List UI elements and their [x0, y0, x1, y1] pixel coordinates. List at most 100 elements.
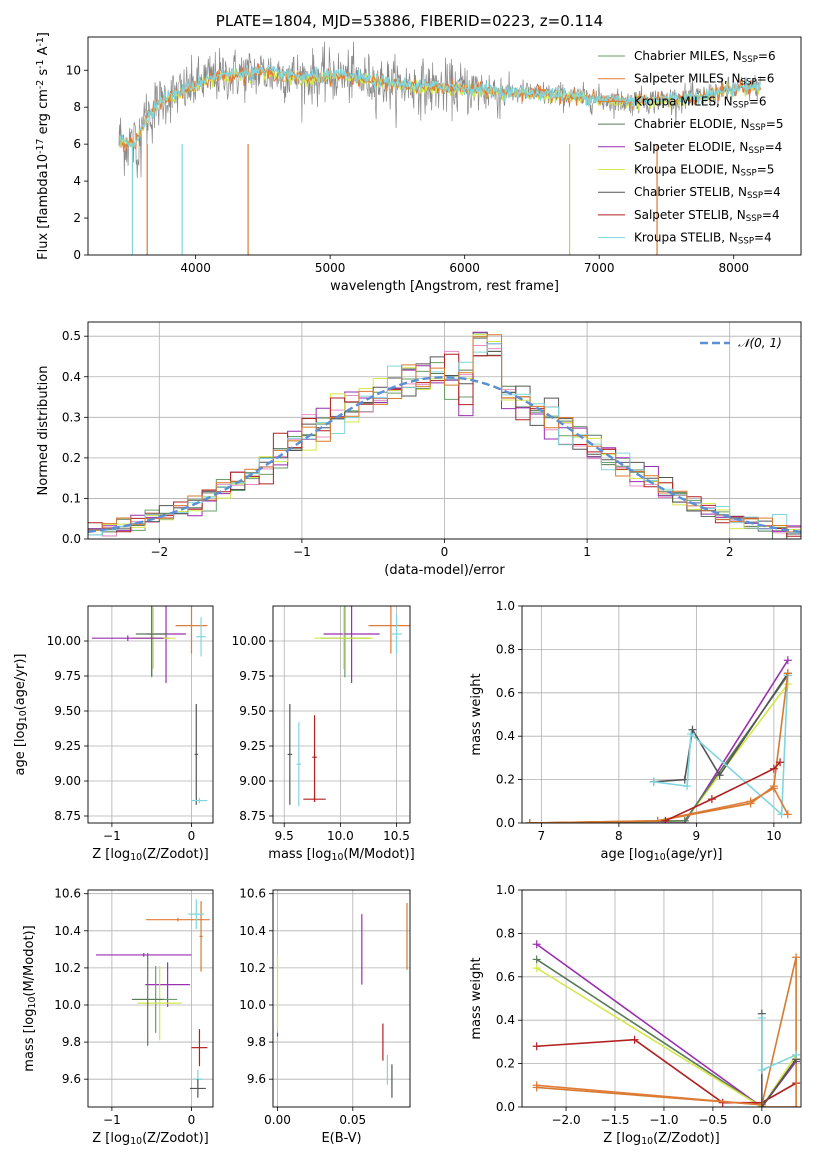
y-tick-label: 9.8 — [62, 1035, 81, 1049]
errorbar-point — [194, 704, 198, 805]
weight-marker — [757, 1066, 766, 1075]
axes-frame — [87, 321, 802, 540]
plot-area — [276, 902, 408, 1098]
errorbar-point — [91, 635, 164, 641]
x-axis-label: E(B-V) — [321, 1131, 361, 1146]
weight-vs-age-axes: 7 8 9 10 0.0 0.2 0.4 0.6 0.8 1.0 age [log10(age/yr… — [469, 599, 802, 863]
errorbar-point — [196, 617, 206, 657]
legend-label: Kroupa MILES, NSSP=6 — [634, 94, 767, 110]
weight-series-line — [536, 943, 797, 1107]
weight-series-line — [536, 1038, 797, 1104]
y-tick-label: 0.4 — [496, 729, 515, 743]
errorbar-point — [188, 899, 205, 929]
y-tick-label: 0.6 — [496, 686, 515, 700]
legend-label: Chabrier ELODIE, NSSP=5 — [634, 117, 783, 133]
axes-frame — [272, 889, 411, 1108]
errorbar-point — [323, 606, 380, 683]
model-spectrum-kroupa-stelib — [118, 64, 762, 148]
weight-series-line — [536, 958, 797, 1107]
weight-marker — [630, 1035, 639, 1044]
y-tick-label: 0.8 — [496, 642, 515, 656]
weight-marker — [532, 940, 541, 949]
y-tick-label: 9.25 — [54, 739, 81, 753]
weight-marker — [532, 1081, 541, 1090]
y-tick-label: 6 — [73, 137, 81, 151]
y-tick-label: 8.75 — [54, 809, 81, 823]
errorbar-point — [131, 953, 164, 1046]
y-tick-label: 9.00 — [54, 774, 81, 788]
x-tick-label: 0.05 — [339, 1113, 366, 1127]
age-vs-Z-axes: −1 0 8.75 9.00 9.25 9.50 9.75 10.00 Z [log10(Z/Z… — [13, 605, 214, 863]
y-tick-label: 10.6 — [54, 887, 81, 901]
errorbar-point — [145, 962, 190, 1007]
mass-vs-Z-axes: −1 0 9.6 9.8 10.0 10.2 10.4 10.6 Z [log10(Z/Zodo… — [22, 887, 214, 1147]
y-tick-label: 1.0 — [496, 599, 515, 613]
y-tick-label: 10.00 — [47, 634, 81, 648]
y-axis-label: Flux [flambda10-17 erg cm-2 s-1 A-1] — [35, 32, 51, 260]
weight-series-line — [529, 673, 789, 823]
y-tick-label: 0.4 — [62, 370, 81, 384]
y-tick-label: 9.00 — [239, 774, 266, 788]
x-tick-label: 0.0 — [752, 1113, 771, 1127]
legend-label: Chabrier MILES, NSSP=6 — [634, 49, 776, 65]
y-tick-label: 9.6 — [247, 1072, 266, 1086]
y-tick-label: 8 — [73, 100, 81, 114]
x-tick-label: 0.00 — [264, 1113, 291, 1127]
x-tick-label: 0 — [188, 829, 196, 843]
weight-marker — [792, 1050, 801, 1059]
y-tick-label: 0.6 — [496, 970, 515, 984]
plot-area — [287, 606, 410, 807]
legend-label: 𝒩(0, 1) — [738, 336, 782, 350]
x-tick-label: 0 — [188, 1113, 196, 1127]
legend-label: Salpeter MILES, NSSP=6 — [634, 72, 774, 88]
y-tick-label: 0.5 — [62, 329, 81, 343]
x-tick-label: −1 — [293, 545, 311, 559]
axes-frame — [87, 605, 214, 824]
x-axis-label: age [log10(age/yr)] — [601, 847, 723, 863]
x-axis-label: Z [log10(Z/Zodot)] — [603, 1131, 720, 1147]
y-tick-label: 0.2 — [496, 773, 515, 787]
x-tick-label: 2 — [726, 545, 734, 559]
weight-marker — [783, 669, 792, 678]
x-tick-label: 10 — [766, 829, 781, 843]
weight-marker — [715, 771, 724, 780]
weight-series-line — [653, 675, 789, 817]
y-axis-label: Normed distribution — [36, 366, 51, 496]
normal-curve — [88, 375, 801, 534]
plot-area — [532, 940, 801, 1107]
y-tick-label: 10 — [66, 63, 81, 77]
errorbar-point — [390, 614, 403, 654]
plot-area — [95, 899, 210, 1098]
y-tick-label: 9.8 — [247, 1035, 266, 1049]
spectrum-legend: Chabrier MILES, NSSP=6 Salpeter MILES, NS… — [598, 49, 783, 246]
spectrum-axes: 4000 5000 6000 7000 8000 0 2 4 6 8 10 wavelength [A… — [35, 32, 802, 294]
y-tick-label: 10.0 — [54, 998, 81, 1012]
weight-marker — [532, 1042, 541, 1051]
weight-marker — [792, 953, 801, 962]
plot-area — [91, 606, 208, 805]
y-tick-label: 10.4 — [239, 924, 266, 938]
errorbar-point — [314, 607, 373, 669]
errorbar-point — [191, 1029, 208, 1067]
errorbar-point — [303, 796, 326, 802]
y-tick-label: 9.25 — [239, 739, 266, 753]
axes-frame — [87, 36, 802, 256]
weight-marker — [746, 799, 755, 808]
y-tick-label: 2 — [73, 211, 81, 225]
y-axis-label: age [log10(age/yr)] — [13, 654, 29, 776]
axes-frame — [521, 889, 802, 1108]
errorbar-point — [189, 1079, 206, 1098]
y-tick-label: 10.2 — [54, 961, 81, 975]
weight-marker — [661, 816, 670, 823]
x-tick-label: 8000 — [718, 261, 749, 275]
y-tick-label: 9.50 — [54, 704, 81, 718]
weight-marker — [776, 758, 785, 767]
x-tick-label: 7 — [538, 829, 546, 843]
weight-series-line — [536, 967, 797, 1107]
x-tick-label: 9 — [693, 829, 701, 843]
x-tick-label: 0 — [441, 545, 449, 559]
errorbar-point — [312, 715, 317, 800]
axes-frame — [521, 605, 802, 824]
errorbar-point — [146, 917, 210, 922]
